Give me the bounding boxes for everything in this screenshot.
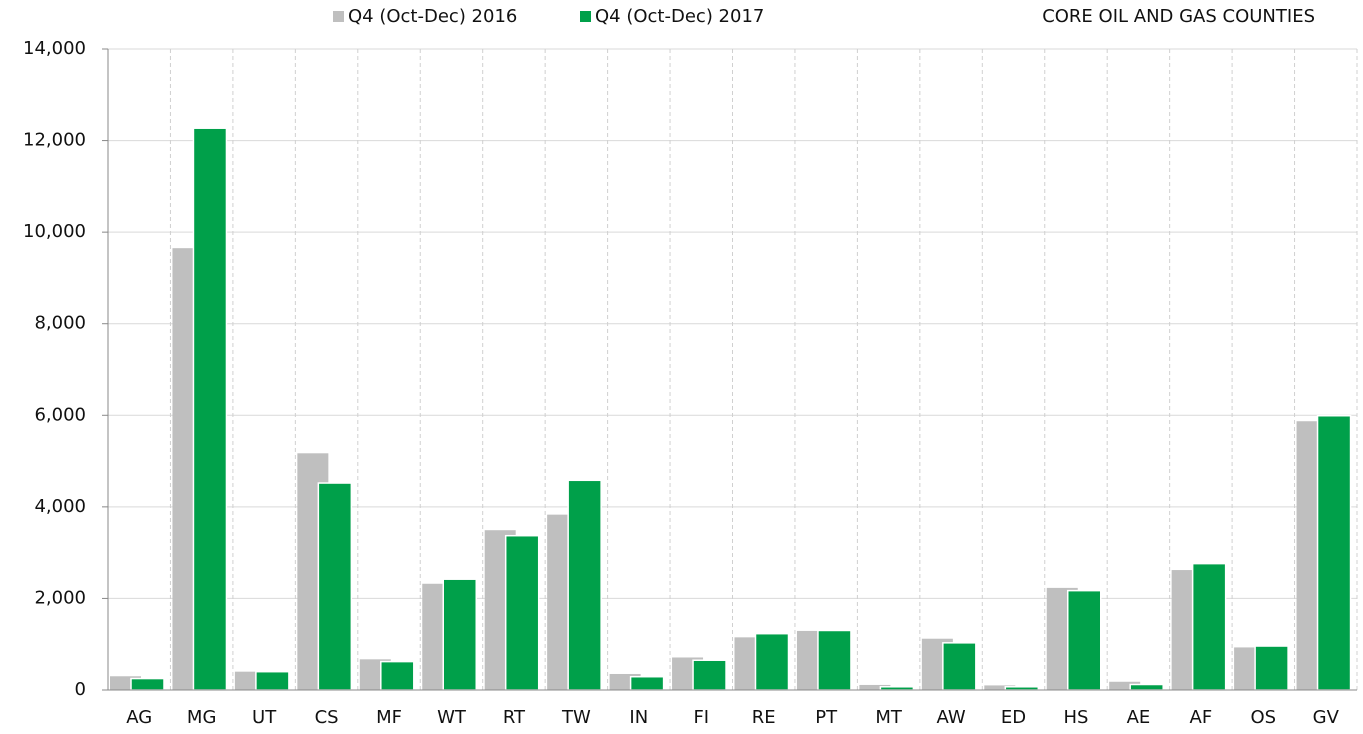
y-tick-label: 8,000 — [34, 313, 86, 334]
x-tick-label: MG — [187, 707, 216, 728]
bar — [504, 534, 540, 691]
x-tick-label: AE — [1127, 707, 1151, 728]
bar — [692, 659, 727, 691]
x-tick-label: RT — [503, 707, 526, 728]
bar — [629, 675, 665, 691]
bar — [1109, 681, 1141, 690]
bar — [1254, 645, 1289, 691]
x-tick-label: PT — [815, 707, 838, 728]
y-tick-label: 2,000 — [34, 587, 86, 608]
bar — [380, 660, 415, 691]
bar — [859, 684, 891, 690]
x-tick-label: MF — [376, 707, 402, 728]
bar — [567, 479, 602, 691]
bar — [317, 482, 353, 691]
bar — [1067, 589, 1102, 691]
bar — [817, 629, 852, 691]
y-tick-label: 10,000 — [23, 221, 86, 242]
x-tick-label: MT — [875, 707, 903, 728]
legend-swatch — [333, 11, 344, 22]
x-tick-label: GV — [1313, 707, 1340, 728]
y-tick-label: 12,000 — [23, 130, 86, 151]
bar — [130, 677, 165, 691]
bar — [754, 632, 790, 691]
y-tick-label: 4,000 — [34, 496, 86, 517]
x-tick-label: AF — [1190, 707, 1213, 728]
x-tick-label: HS — [1063, 707, 1088, 728]
bar — [1191, 562, 1227, 691]
x-tick-label: AW — [937, 707, 966, 728]
bar — [1129, 683, 1164, 691]
bar — [942, 642, 977, 691]
x-tick-label: IN — [629, 707, 648, 728]
x-tick-label: CS — [315, 707, 339, 728]
legend-label: Q4 (Oct-Dec) 2017 — [595, 6, 764, 27]
x-tick-label: OS — [1251, 707, 1277, 728]
bar — [442, 578, 477, 691]
legend-label: Q4 (Oct-Dec) 2016 — [348, 6, 517, 27]
x-tick-label: WT — [437, 707, 467, 728]
y-tick-label: 14,000 — [23, 38, 86, 59]
x-tick-label: TW — [561, 707, 591, 728]
x-tick-label: FI — [693, 707, 709, 728]
chart-title: CORE OIL AND GAS COUNTIES — [1042, 6, 1315, 27]
x-tick-label: UT — [252, 707, 277, 728]
x-tick-label: RE — [752, 707, 776, 728]
bar — [192, 127, 228, 691]
bar — [1316, 414, 1352, 691]
y-tick-label: 0 — [75, 679, 86, 700]
legend-swatch — [580, 11, 591, 22]
y-tick-label: 6,000 — [34, 404, 86, 425]
x-tick-label: ED — [1001, 707, 1026, 728]
x-tick-label: AG — [126, 707, 152, 728]
bar — [984, 685, 1016, 690]
bar — [255, 670, 290, 691]
